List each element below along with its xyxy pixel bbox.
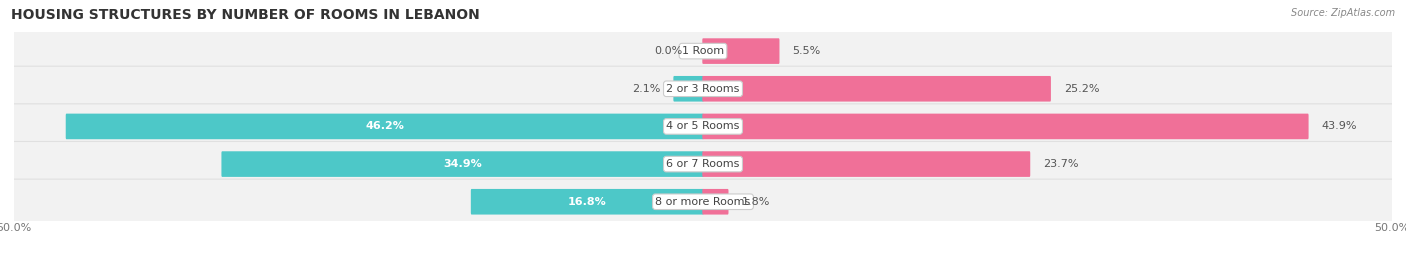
Text: 43.9%: 43.9%: [1322, 121, 1357, 132]
Text: 2.1%: 2.1%: [631, 84, 661, 94]
Text: Source: ZipAtlas.com: Source: ZipAtlas.com: [1291, 8, 1395, 18]
Text: 1.8%: 1.8%: [741, 197, 770, 207]
FancyBboxPatch shape: [703, 114, 1309, 139]
FancyBboxPatch shape: [6, 66, 1400, 111]
Text: 46.2%: 46.2%: [366, 121, 404, 132]
Text: 16.8%: 16.8%: [568, 197, 606, 207]
Text: 2 or 3 Rooms: 2 or 3 Rooms: [666, 84, 740, 94]
FancyBboxPatch shape: [66, 114, 703, 139]
FancyBboxPatch shape: [703, 189, 728, 215]
FancyBboxPatch shape: [221, 151, 703, 177]
Text: 23.7%: 23.7%: [1043, 159, 1078, 169]
Text: 5.5%: 5.5%: [793, 46, 821, 56]
FancyBboxPatch shape: [6, 141, 1400, 187]
FancyBboxPatch shape: [673, 76, 703, 102]
FancyBboxPatch shape: [6, 29, 1400, 74]
Text: 34.9%: 34.9%: [443, 159, 482, 169]
Text: 6 or 7 Rooms: 6 or 7 Rooms: [666, 159, 740, 169]
Text: 1 Room: 1 Room: [682, 46, 724, 56]
FancyBboxPatch shape: [703, 76, 1050, 102]
Text: 8 or more Rooms: 8 or more Rooms: [655, 197, 751, 207]
Text: HOUSING STRUCTURES BY NUMBER OF ROOMS IN LEBANON: HOUSING STRUCTURES BY NUMBER OF ROOMS IN…: [11, 8, 479, 22]
FancyBboxPatch shape: [703, 38, 779, 64]
FancyBboxPatch shape: [471, 189, 703, 215]
Text: 0.0%: 0.0%: [654, 46, 682, 56]
Text: 25.2%: 25.2%: [1064, 84, 1099, 94]
FancyBboxPatch shape: [703, 151, 1031, 177]
Text: 4 or 5 Rooms: 4 or 5 Rooms: [666, 121, 740, 132]
FancyBboxPatch shape: [6, 104, 1400, 149]
FancyBboxPatch shape: [6, 179, 1400, 224]
